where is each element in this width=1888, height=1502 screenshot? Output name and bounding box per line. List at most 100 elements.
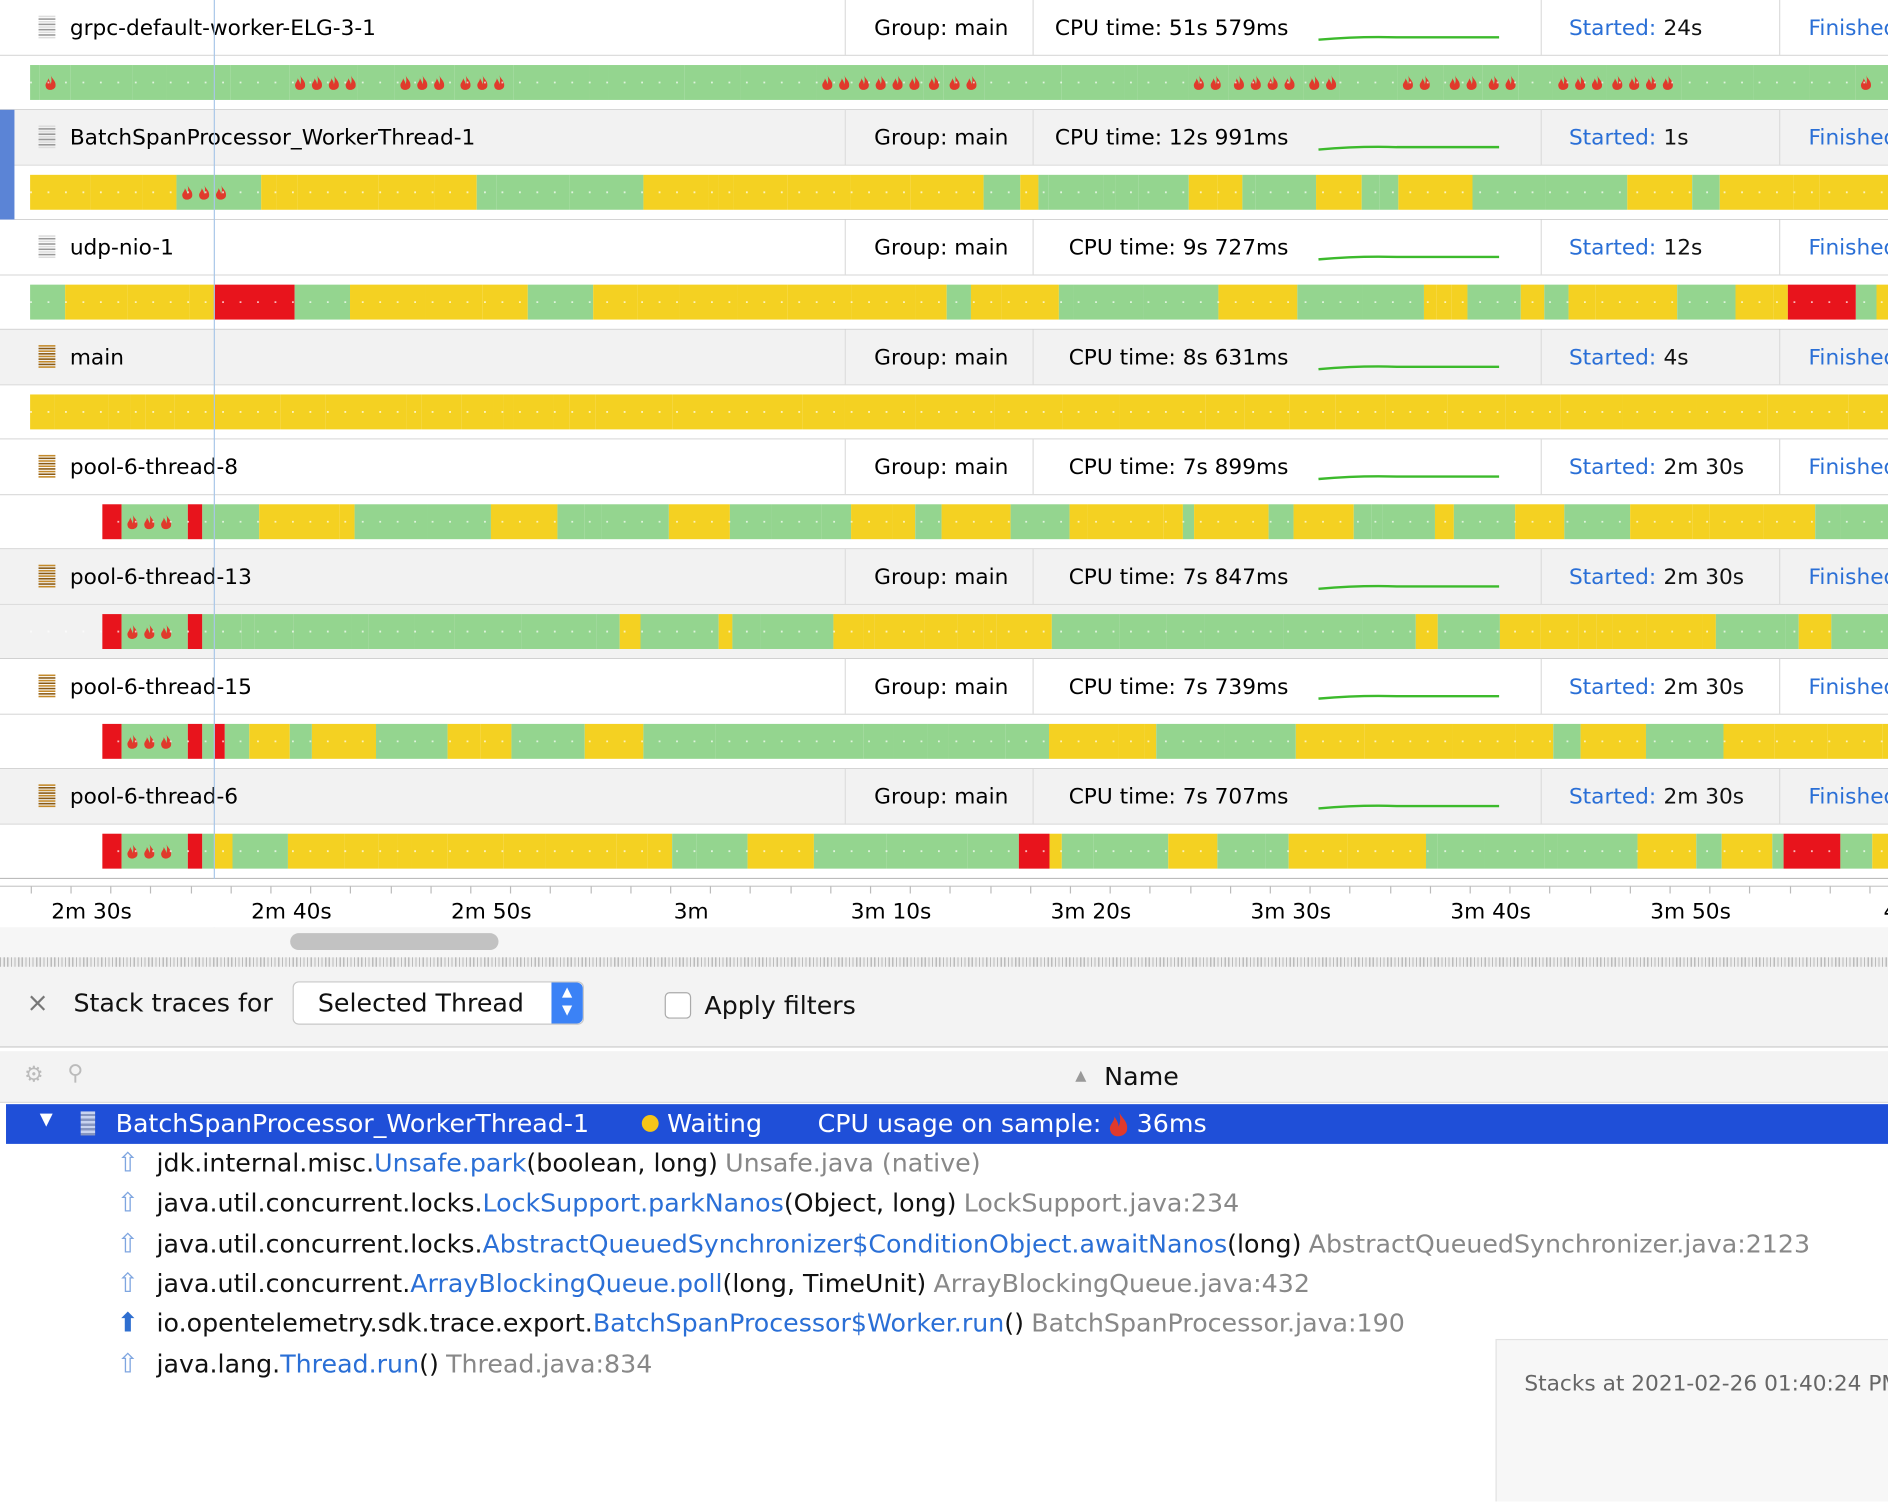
state-segment — [224, 723, 250, 759]
cpu-sparkline — [1318, 475, 1500, 481]
state-segment — [1827, 723, 1883, 759]
state-segment — [1289, 394, 1336, 430]
thread-name: pool-6-thread-15 — [70, 675, 252, 700]
time-tick-label: 3m 30s — [1250, 900, 1331, 925]
started-value: 12s — [1663, 236, 1702, 261]
state-segment — [482, 284, 528, 320]
state-segment — [1379, 174, 1399, 210]
state-segment — [927, 723, 949, 759]
stack-frame[interactable]: ⇧ java.util.concurrent.locks.AbstractQueu… — [0, 1224, 1810, 1264]
state-segment — [249, 723, 290, 759]
table-header: ⚙ ⚲ ▲ Name — [0, 1051, 1888, 1103]
state-segment — [1819, 174, 1888, 210]
thread-icon — [38, 784, 56, 786]
close-button[interactable]: × — [26, 988, 49, 1019]
thread-name: pool-6-thread-8 — [70, 455, 238, 480]
stack-frame[interactable]: ⇧ java.lang.Thread.run() Thread.java:834 — [0, 1344, 1493, 1384]
sort-indicator: ▲ — [1075, 1066, 1087, 1084]
state-segment — [813, 833, 887, 869]
stack-frame[interactable]: ⇧ jdk.internal.misc.Unsafe.park(boolean, … — [0, 1144, 1493, 1184]
state-segment — [1156, 723, 1225, 759]
frame-text: java.util.concurrent.locks.LockSupport.p… — [157, 1189, 1240, 1218]
state-segment — [354, 504, 428, 540]
thread-icon — [38, 583, 56, 585]
cpu-time: CPU time: 7s 847ms — [1069, 565, 1289, 590]
stack-frame[interactable]: ⬆ io.opentelemetry.sdk.trace.export.Batch… — [0, 1304, 1493, 1344]
frame-pkg: java.lang. — [156, 1349, 281, 1379]
state-segment — [1415, 614, 1438, 650]
thread-icon — [38, 128, 56, 130]
thread-header — [0, 658, 1888, 715]
frame-args: () — [419, 1349, 439, 1379]
state-segment — [1451, 284, 1468, 320]
state-segment — [1018, 833, 1050, 869]
time-tick-label: 3m 10s — [851, 900, 932, 925]
state-segment — [1217, 833, 1266, 869]
state-segment — [787, 174, 851, 210]
thread-icon — [38, 454, 56, 457]
dropdown-value: Selected Thread — [317, 988, 524, 1018]
thread-name: pool-6-thread-6 — [70, 785, 238, 810]
started-value: 24s — [1663, 16, 1702, 41]
frame-args: (long, TimeUnit) — [722, 1268, 927, 1298]
state-segment — [1170, 394, 1206, 430]
settings-icon[interactable]: ⚙ — [24, 1062, 44, 1088]
frame-src: Thread.java:834 — [446, 1349, 653, 1379]
state-segment — [821, 504, 852, 540]
time-tick-label: 4 — [1884, 900, 1888, 925]
frame-arrow: ⇧ — [116, 1188, 139, 1219]
frame-arrow: ⇧ — [116, 1228, 139, 1259]
state-segment — [553, 394, 570, 430]
thread-dropdown[interactable]: Selected Thread ▲ ▼ — [292, 981, 584, 1025]
state-segment — [1182, 504, 1195, 540]
state-segment — [1436, 284, 1452, 320]
state-segment — [984, 65, 1062, 100]
stack-frame[interactable]: ⇧ java.util.concurrent.ArrayBlockingQueue… — [0, 1264, 1493, 1304]
state-segment — [378, 174, 435, 210]
state-segment — [202, 723, 215, 759]
started-value: 2m 30s — [1663, 785, 1744, 810]
splitter[interactable] — [0, 957, 1888, 967]
state-segment — [851, 504, 893, 540]
started-value: 2m 30s — [1663, 455, 1744, 480]
state-segment — [187, 833, 203, 869]
column-header[interactable]: Name — [1104, 1062, 1179, 1091]
frame-arrow: ⇧ — [116, 1349, 139, 1380]
finished: Finished — [1809, 16, 1888, 41]
frame-src: BatchSpanProcessor.java:190 — [1031, 1309, 1405, 1338]
thread-icon — [38, 580, 56, 583]
state-segment — [1335, 394, 1386, 430]
selected-thread-row[interactable]: ▼ BatchSpanProcessor_WorkerThread-1 Wait… — [6, 1104, 1888, 1144]
state-segment — [1855, 284, 1877, 320]
state-segment — [1218, 284, 1298, 320]
frame-pkg: java.util.concurrent.locks. — [156, 1188, 483, 1218]
state-segment — [287, 833, 345, 869]
state-segment — [850, 174, 911, 210]
state-segment — [886, 833, 905, 869]
state-segment — [411, 833, 448, 869]
state-segment — [915, 504, 942, 540]
state-segment — [1020, 174, 1039, 210]
state-segment — [696, 833, 748, 869]
scrollbar-thumb[interactable] — [290, 933, 499, 951]
state-segment — [584, 504, 602, 540]
thread-icon — [38, 674, 56, 677]
search-icon[interactable]: ⚲ — [67, 1060, 84, 1087]
state-segment — [241, 614, 255, 650]
state-segment — [584, 723, 644, 759]
state-segment — [1673, 723, 1724, 759]
expand-arrow[interactable]: ▼ — [39, 1110, 53, 1130]
state-segment — [421, 394, 462, 430]
stack-frame[interactable]: ⇧ java.util.concurrent.locks.LockSupport.… — [0, 1184, 1493, 1224]
cpu-sparkline — [1318, 255, 1500, 261]
cpu-sparkline — [1318, 365, 1500, 371]
state-segment — [447, 723, 481, 759]
threads-timeline: grpc-default-worker-ELG-3-1 Group: main CP… — [0, 0, 1888, 951]
state-segment — [434, 174, 477, 210]
state-segment — [121, 614, 188, 650]
checkbox[interactable] — [664, 992, 692, 1019]
state-segment — [213, 284, 295, 320]
state-segment — [1840, 833, 1873, 869]
state-segment — [90, 174, 143, 210]
state-segment — [545, 833, 617, 869]
